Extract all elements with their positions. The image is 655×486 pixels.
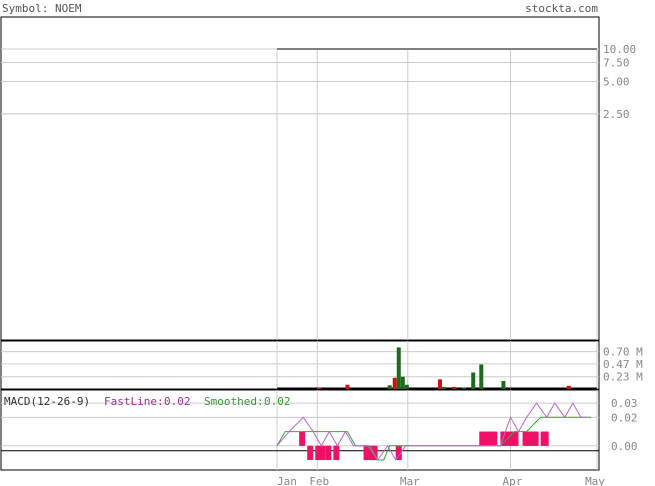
- macd-histogram-bar: [524, 431, 529, 446]
- macd-histogram-bar: [487, 431, 492, 446]
- volume-bar: [479, 364, 484, 389]
- macd-tick-label: 0.02: [611, 411, 638, 424]
- macd-histogram-bar: [493, 431, 498, 446]
- volume-bar: [442, 386, 447, 389]
- macd-histogram-bar: [397, 445, 402, 461]
- macd-histogram-bar: [489, 431, 494, 446]
- macd-histogram-bar: [365, 445, 370, 461]
- price-tick-label: 2.50: [603, 108, 630, 121]
- volume-bar: [452, 386, 457, 389]
- macd-histogram-bar: [491, 431, 496, 446]
- macd-tick-label: 0.00: [611, 440, 638, 453]
- macd-histogram-bar: [479, 431, 484, 446]
- volume-bar: [392, 377, 397, 389]
- macd-histogram-bar: [514, 431, 519, 446]
- volume-bar: [566, 385, 571, 389]
- macd-histogram-bar: [321, 445, 326, 461]
- volume-bar: [345, 384, 350, 389]
- macd-histogram-bar: [301, 431, 306, 446]
- volume-bar: [462, 387, 467, 389]
- volume-tick-label: 0.47 M: [603, 358, 643, 371]
- month-label: Jan: [277, 475, 297, 486]
- fastline-label: FastLine:: [104, 395, 164, 408]
- macd-histogram-bar: [483, 431, 488, 446]
- macd-smoothed-line: [276, 416, 591, 461]
- macd-histogram-bar: [333, 445, 338, 461]
- macd-histogram-bar: [335, 445, 340, 461]
- macd-histogram-bar: [534, 431, 539, 446]
- site-link[interactable]: stockta.com: [525, 2, 598, 15]
- price-tick-label: 7.50: [603, 56, 630, 69]
- macd-title: MACD(12-26-9): [4, 395, 90, 408]
- macd-tick-label: 0.03: [611, 397, 638, 410]
- macd-histogram-bar: [309, 445, 314, 461]
- macd-histogram-bar: [373, 445, 378, 461]
- volume-bar: [471, 372, 476, 389]
- macd-histogram-bar: [315, 445, 320, 461]
- macd-histogram-bar: [369, 445, 374, 461]
- volume-bar: [438, 379, 443, 389]
- macd-histogram-bar: [508, 431, 513, 446]
- macd-histogram-bar: [317, 445, 322, 461]
- macd-histogram-bar: [504, 431, 509, 446]
- price-panel: [0, 16, 600, 341]
- macd-fast-line: [276, 402, 587, 461]
- volume-bar: [404, 384, 409, 389]
- volume-bars: [277, 347, 597, 389]
- grid-lines: [1, 48, 599, 470]
- volume-bar: [317, 387, 322, 389]
- price-tick-label: 5.00: [603, 75, 630, 88]
- macd-histogram-bar: [510, 431, 515, 446]
- macd-histogram-bar: [528, 431, 533, 446]
- price-tick-label: 10.00: [603, 43, 636, 56]
- volume-bar: [387, 385, 392, 389]
- month-label: Feb: [309, 475, 329, 486]
- volume-bar: [501, 381, 506, 389]
- macd-lines: [276, 402, 591, 461]
- volume-panel: [0, 340, 600, 390]
- macd-histogram-bar: [367, 445, 372, 461]
- macd-histogram-bar: [327, 445, 332, 461]
- smoothed-label: Smoothed:: [204, 395, 264, 408]
- macd-histogram-bar: [532, 431, 537, 446]
- macd-histogram-bar: [299, 431, 304, 446]
- month-label: Mar: [400, 475, 420, 486]
- macd-histogram-bar: [512, 431, 517, 446]
- macd-histogram-bar: [542, 431, 547, 446]
- macd-histogram-bar: [319, 445, 324, 461]
- macd-histogram-bar: [481, 431, 486, 446]
- volume-bar: [396, 347, 401, 389]
- macd-histogram-bar: [325, 445, 330, 461]
- fastline-value: 0.02: [164, 395, 191, 408]
- macd-histogram-bar: [485, 431, 490, 446]
- month-label: Apr: [503, 475, 523, 486]
- macd-histogram-bar: [307, 445, 312, 461]
- volume-bar: [400, 376, 405, 389]
- macd-histogram-bar: [544, 431, 549, 446]
- macd-histogram-bar: [395, 445, 400, 461]
- symbol-label: Symbol: NOEM: [2, 2, 82, 15]
- macd-histogram-bar: [502, 431, 507, 446]
- macd-histogram-bar: [540, 431, 545, 446]
- macd-histogram-bar: [530, 431, 535, 446]
- volume-tick-label: 0.70 M: [603, 346, 643, 359]
- macd-histogram-bar: [526, 431, 531, 446]
- macd-histogram-bar: [522, 431, 527, 446]
- macd-histogram-bar: [506, 431, 511, 446]
- macd-panel: [0, 389, 600, 471]
- macd-histogram-bar: [363, 445, 368, 461]
- volume-tick-label: 0.23 M: [603, 371, 643, 384]
- site-name: stockta.com: [525, 2, 598, 15]
- smoothed-value: 0.02: [264, 395, 291, 408]
- month-label: May: [585, 475, 605, 486]
